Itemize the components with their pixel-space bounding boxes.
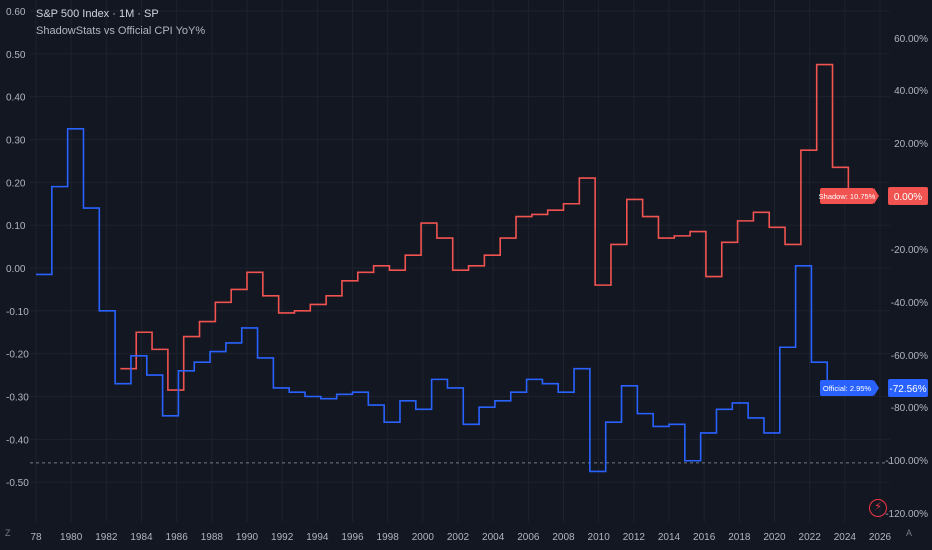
- time-tick-label: 78: [30, 532, 42, 543]
- time-tick-label: 2012: [623, 532, 646, 543]
- time-tick-label: 1984: [130, 532, 153, 543]
- series-label-pointer: [874, 188, 879, 204]
- left-tick-label: -0.50: [6, 478, 29, 489]
- chart-title: S&P 500 Index · 1M · SP: [36, 8, 159, 20]
- time-axis[interactable]: 78 1980 1982 1984 1986 1988 1990 1992 1994 1996 19…: [30, 532, 891, 543]
- left-tick-label: 0.40: [6, 93, 26, 104]
- time-tick-label: 2010: [588, 532, 611, 543]
- time-tick-label: 1996: [341, 532, 364, 543]
- time-tick-label: 1992: [271, 532, 294, 543]
- right-tick-label: -40.00%: [891, 298, 928, 309]
- auto-scale-button[interactable]: A: [906, 528, 913, 538]
- last-value-badge: [888, 187, 928, 205]
- time-tick-label: 1988: [201, 532, 224, 543]
- time-tick-label: 1980: [60, 532, 83, 543]
- right-axis[interactable]: 60.00% 40.00% 20.00% 0.00% -20.00% -40.00% -60…: [885, 34, 928, 520]
- left-tick-label: 0.20: [6, 178, 26, 189]
- left-tick-label: 0.50: [6, 50, 26, 61]
- time-tick-label: 2024: [834, 532, 857, 543]
- lightning-icon[interactable]: ⚡: [869, 499, 887, 517]
- left-tick-label: -0.40: [6, 435, 29, 446]
- series-label-bg: [820, 188, 874, 204]
- time-tick-label: 2014: [658, 532, 681, 543]
- chart-subtitle: ShadowStats vs Official CPI YoY%: [36, 25, 206, 37]
- left-tick-label: 0.00: [6, 264, 26, 275]
- left-tick-label: -0.20: [6, 350, 29, 361]
- time-tick-label: 2016: [693, 532, 716, 543]
- right-tick-label: 20.00%: [894, 139, 928, 150]
- grid: [30, 0, 890, 522]
- series-label-text: Shadow: 10.75%: [819, 192, 876, 201]
- series-labels: Shadow: 10.75% 0.00% Official: 2.95% -72.56…: [819, 187, 928, 397]
- time-tick-label: 2000: [412, 532, 435, 543]
- right-tick-label: 40.00%: [894, 86, 928, 97]
- left-tick-label: -0.10: [6, 307, 29, 318]
- time-tick-label: 1982: [95, 532, 118, 543]
- time-tick-label: 1998: [377, 532, 400, 543]
- left-axis: 0.60 0.50 0.40 0.30 0.20 0.10 0.00 -0.10 -0.20 -0…: [6, 7, 29, 489]
- time-axis-scroll-left[interactable]: Z: [5, 528, 11, 538]
- left-tick-label: 0.60: [6, 7, 26, 18]
- series-label-pointer: [874, 380, 879, 396]
- right-tick-label: 60.00%: [894, 34, 928, 45]
- time-tick-label: 2002: [447, 532, 470, 543]
- last-value-text: -72.56%: [889, 384, 926, 395]
- time-tick-label: 2006: [517, 532, 540, 543]
- right-tick-label: -20.00%: [891, 245, 928, 256]
- series-label-text: Official: 2.95%: [823, 384, 872, 393]
- time-tick-label: 2004: [482, 532, 505, 543]
- right-tick-label: -100.00%: [885, 456, 928, 467]
- last-value-text: 0.00%: [894, 192, 922, 203]
- time-tick-label: 2008: [552, 532, 575, 543]
- right-tick-label: -60.00%: [891, 351, 928, 362]
- time-tick-label: 2018: [728, 532, 751, 543]
- time-tick-label: 1986: [166, 532, 189, 543]
- series-line-official: [36, 127, 859, 473]
- series-group: [36, 63, 865, 473]
- time-tick-label: 2026: [869, 532, 892, 543]
- series-label-bg: [820, 380, 874, 396]
- time-tick-label: 2022: [799, 532, 822, 543]
- series-line-shadow: [120, 63, 865, 391]
- right-tick-label: -120.00%: [885, 509, 928, 520]
- time-tick-label: 2020: [763, 532, 786, 543]
- last-value-badge: [888, 379, 928, 397]
- left-tick-label: 0.30: [6, 136, 26, 147]
- time-tick-label: 1994: [306, 532, 329, 543]
- left-tick-label: -0.30: [6, 392, 29, 403]
- left-tick-label: 0.10: [6, 221, 26, 232]
- right-tick-label: -80.00%: [891, 403, 928, 414]
- time-tick-label: 1990: [236, 532, 259, 543]
